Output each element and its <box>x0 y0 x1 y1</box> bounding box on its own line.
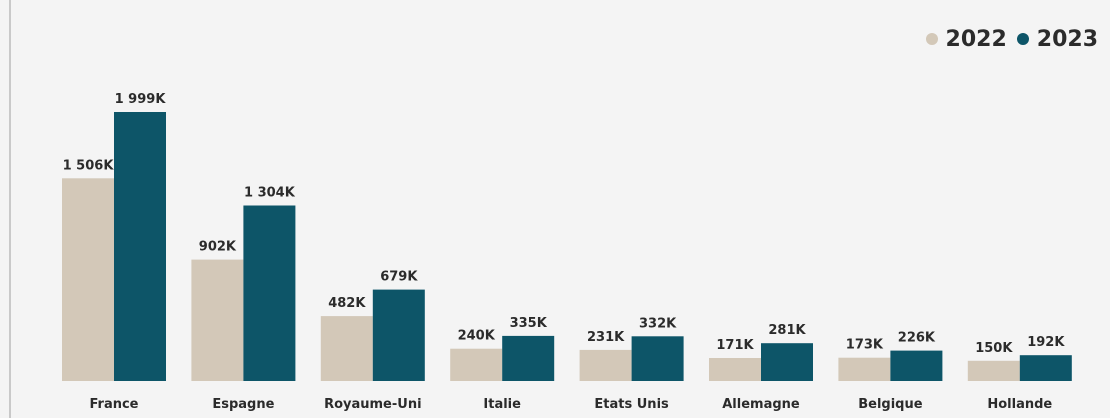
category-label-etats-unis: Etats Unis <box>594 397 669 412</box>
legend-item-2022: 2022 <box>925 26 1007 52</box>
legend-label-2023: 2023 <box>1036 26 1098 52</box>
legend-swatch-2022 <box>925 33 938 45</box>
bar-allemagne-2023 <box>761 343 813 381</box>
data-label-belgique-2023: 226K <box>898 331 936 346</box>
bar-royaume-uni-2023 <box>372 289 425 381</box>
data-label-france-2022: 1 506K <box>63 158 115 173</box>
bar-royaume-uni-2022 <box>320 316 373 381</box>
category-label-hollande: Hollande <box>987 397 1052 412</box>
category-label-espagne: Espagne <box>212 397 274 412</box>
bar-belgique-2023 <box>890 350 943 381</box>
data-label-hollande-2022: 150K <box>975 341 1013 356</box>
bar-espagne-2022 <box>191 259 244 381</box>
data-label-allemagne-2022: 171K <box>716 338 754 353</box>
data-label-italie-2022: 240K <box>458 329 496 344</box>
data-label-etats-unis-2023: 332K <box>639 316 677 331</box>
category-label-italie: Italie <box>483 397 521 412</box>
data-label-etats-unis-2022: 231K <box>587 330 625 345</box>
bar-hollande-2022 <box>967 360 1020 381</box>
bar-espagne-2023 <box>243 205 296 381</box>
category-label-france: France <box>89 397 138 412</box>
bar-etats-unis-2023 <box>631 336 684 381</box>
data-label-espagne-2023: 1 304K <box>244 186 296 201</box>
data-label-allemagne-2023: 281K <box>768 323 806 338</box>
data-label-france-2023: 1 999K <box>115 92 167 107</box>
bar-italie-2023 <box>502 335 555 381</box>
bar-hollande-2023 <box>1019 355 1072 381</box>
bar-italie-2022 <box>450 348 503 381</box>
bar-france-2023 <box>114 112 166 381</box>
category-label-belgique: Belgique <box>858 397 923 412</box>
category-label-royaume-uni: Royaume-Uni <box>324 397 421 412</box>
data-label-hollande-2023: 192K <box>1027 335 1065 350</box>
legend-item-2023: 2023 <box>1016 26 1098 52</box>
legend-swatch-2023 <box>1016 33 1029 45</box>
left-border <box>9 0 11 418</box>
data-label-belgique-2022: 173K <box>846 338 884 353</box>
bar-etats-unis-2022 <box>579 349 632 381</box>
data-label-royaume-uni-2022: 482K <box>328 296 366 311</box>
category-label-allemagne: Allemagne <box>722 397 800 412</box>
legend-label-2022: 2022 <box>945 26 1007 52</box>
bar-allemagne-2022 <box>709 358 761 381</box>
data-label-espagne-2022: 902K <box>199 240 237 255</box>
data-label-italie-2023: 335K <box>510 316 548 331</box>
legend: 2022 2023 <box>925 24 1098 54</box>
bar-belgique-2022 <box>838 357 891 381</box>
bar-france-2022 <box>62 178 114 381</box>
data-label-royaume-uni-2023: 679K <box>380 270 418 285</box>
